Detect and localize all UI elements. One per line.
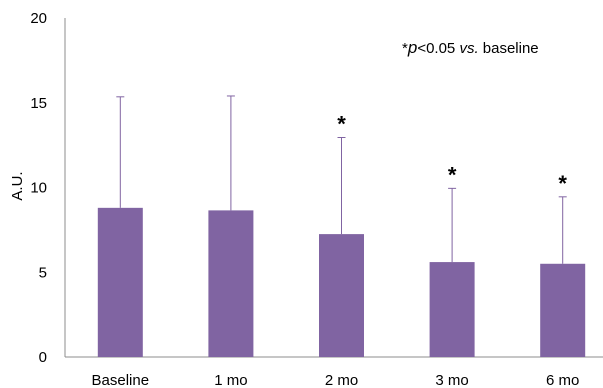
bar-3-mo (429, 262, 475, 357)
annotation-threshold: <0.05 (417, 40, 459, 57)
x-tick-label-6-mo: 6 mo (546, 372, 579, 388)
annotation-vs: vs. (459, 40, 478, 57)
bar-2-mo (319, 234, 364, 357)
x-axis-ticks: Baseline 1 mo 2 mo 3 mo 6 mo (92, 372, 580, 388)
x-tick-label-2-mo: 2 mo (325, 372, 358, 388)
x-tick-label-3-mo: 3 mo (435, 372, 468, 388)
significance-marker-6-mo: * (558, 171, 567, 196)
y-axis-ticks: 0 5 10 15 20 (30, 10, 47, 366)
x-tick-label-1-mo: 1 mo (214, 372, 247, 388)
error-bars (116, 95, 567, 264)
significance-marker-2-mo: * (337, 111, 346, 136)
significance-legend: *p<0.05 vs. baseline (402, 38, 539, 57)
y-tick-label-10: 10 (30, 180, 47, 197)
y-tick-label-5: 5 (39, 264, 47, 281)
x-tick-label-baseline: Baseline (92, 372, 150, 388)
bar-baseline (97, 207, 143, 357)
bar-6-mo (540, 263, 586, 357)
annotation-p: p (407, 38, 417, 57)
y-tick-label-0: 0 (39, 349, 47, 366)
significance-markers: * * * (337, 111, 567, 195)
bar-1-mo (208, 210, 254, 357)
bars (97, 207, 586, 357)
y-axis-title: A.U. (9, 171, 26, 200)
y-tick-label-15: 15 (30, 95, 47, 112)
annotation-star: * (402, 40, 408, 57)
y-tick-label-20: 20 (30, 10, 47, 27)
annotation-reference: baseline (479, 40, 539, 57)
significance-marker-3-mo: * (448, 162, 457, 187)
